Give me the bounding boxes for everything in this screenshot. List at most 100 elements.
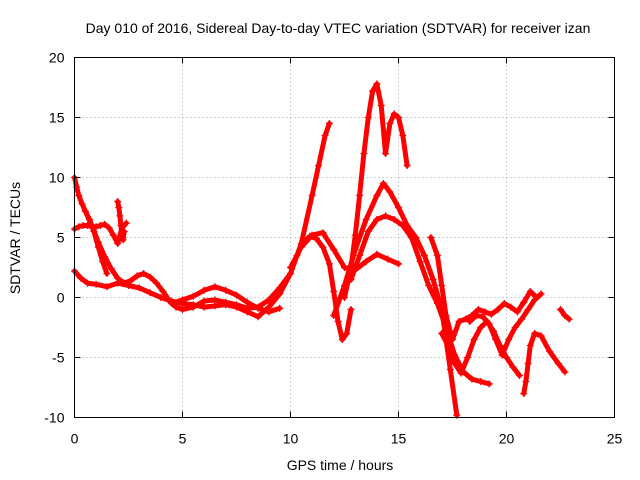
data-point (433, 300, 441, 307)
data-point (276, 304, 284, 312)
data-point (373, 80, 381, 88)
data-point (81, 207, 89, 215)
data-point (94, 238, 102, 246)
series-12 (427, 234, 541, 343)
data-point (133, 272, 141, 280)
data-point (466, 318, 474, 325)
x-tick-label: 20 (499, 431, 515, 447)
x-tick-label: 15 (391, 431, 407, 447)
data-point (373, 216, 381, 223)
data-point (254, 304, 262, 312)
data-point (233, 291, 240, 299)
data-point (117, 222, 125, 229)
data-point (211, 296, 219, 304)
data-point (347, 276, 355, 283)
data-point (287, 264, 294, 271)
data-point (390, 110, 398, 118)
data-point (356, 192, 364, 199)
data-point (107, 265, 115, 273)
x-tick-label: 25 (607, 431, 623, 447)
data-point (159, 288, 167, 295)
data-point (325, 260, 333, 268)
data-point (338, 336, 346, 343)
y-tick-label: 15 (49, 110, 65, 126)
data-point (554, 360, 562, 367)
series-6 (168, 283, 284, 316)
data-point (369, 87, 377, 95)
data-point (416, 258, 424, 265)
data-point (146, 273, 154, 281)
data-point (119, 236, 127, 244)
data-point (356, 252, 364, 259)
data-point (373, 192, 381, 199)
data-point (379, 180, 387, 187)
data-point (468, 375, 476, 383)
data-point (481, 308, 489, 316)
data-point (341, 264, 348, 271)
y-tick-label: 0 (57, 290, 65, 306)
series-15 (520, 330, 569, 397)
series-16 (557, 306, 573, 323)
data-point (485, 380, 493, 388)
data-point (200, 286, 208, 294)
data-point (341, 282, 348, 289)
axis-ticks (74, 57, 615, 418)
data-point (442, 312, 450, 319)
y-tick-label: 5 (57, 230, 65, 246)
data-point (455, 318, 463, 325)
data-point (407, 234, 415, 241)
data-point (526, 288, 534, 295)
data-point (395, 114, 402, 121)
data-point (96, 222, 104, 229)
data-point (77, 274, 85, 282)
data-point (101, 253, 109, 261)
data-point (487, 310, 495, 318)
series-14 (466, 290, 545, 359)
data-point (507, 303, 515, 311)
data-point (83, 279, 91, 287)
data-point (546, 348, 554, 355)
data-point (377, 102, 385, 109)
series-3 (114, 198, 128, 244)
data-point (179, 306, 186, 313)
data-point (470, 336, 478, 343)
data-point (120, 279, 128, 287)
data-point (222, 286, 230, 294)
data-point (561, 368, 569, 376)
series-11 (347, 212, 493, 388)
data-point (520, 298, 528, 306)
data-point (347, 306, 355, 313)
data-point (395, 204, 402, 211)
data-point (390, 216, 398, 223)
data-point (315, 162, 323, 169)
data-point (386, 120, 394, 127)
data-point (449, 336, 456, 343)
data-point (75, 223, 83, 231)
data-point (362, 258, 370, 265)
data-point (179, 296, 186, 304)
y-tick-label: -5 (52, 350, 65, 366)
data-point (477, 324, 485, 331)
data-point (565, 315, 573, 323)
data-point (526, 342, 534, 349)
data-point (522, 378, 530, 385)
data-point (287, 270, 294, 277)
data-point (115, 204, 123, 211)
data-point (444, 342, 452, 349)
data-marks (71, 80, 573, 419)
data-point (325, 120, 333, 127)
data-point (386, 188, 394, 196)
data-point (157, 294, 165, 301)
data-point (101, 220, 109, 228)
data-point (127, 277, 135, 285)
y-axis-tick-labels: -10 -5 0 5 10 15 20 (44, 50, 64, 426)
data-point (399, 132, 407, 139)
data-point (500, 300, 508, 307)
data-point (120, 228, 128, 235)
data-point (308, 192, 316, 199)
chart-title: Day 010 of 2016, Sidereal Day-to-day VTE… (86, 20, 591, 36)
data-point (254, 313, 262, 321)
x-tick-label: 0 (71, 431, 79, 447)
data-point (233, 301, 240, 309)
data-point (140, 270, 148, 277)
